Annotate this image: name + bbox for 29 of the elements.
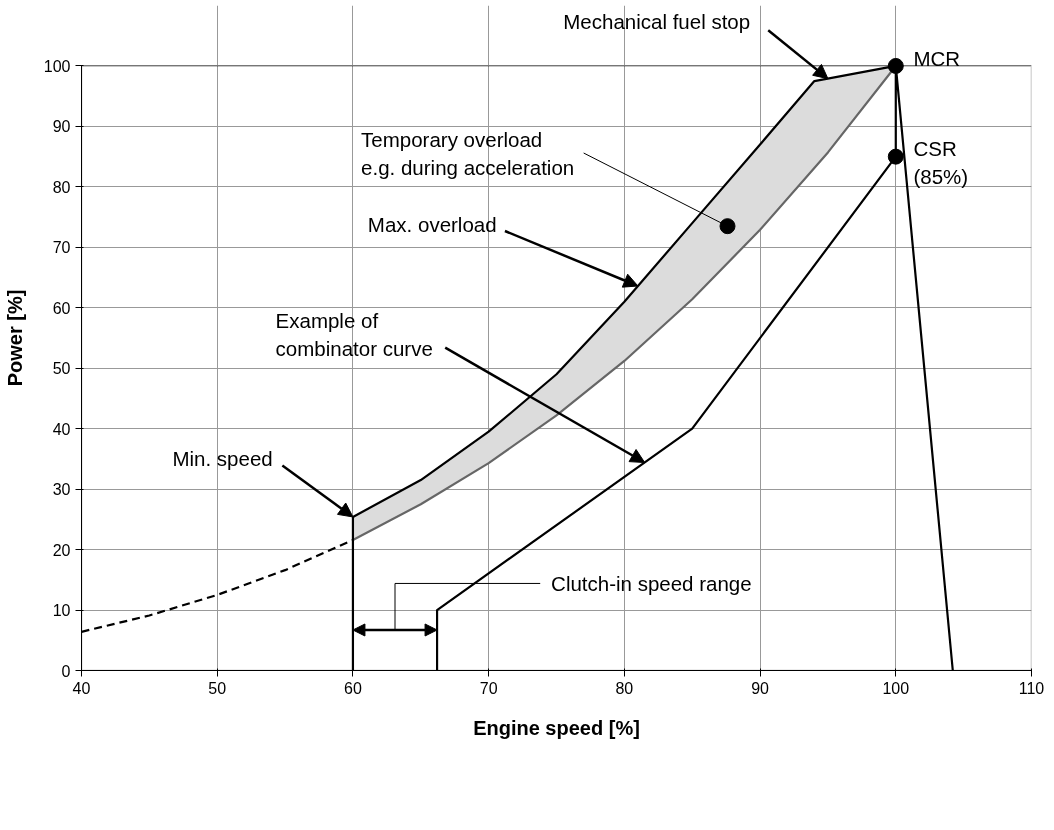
- y-tick-label: 40: [52, 420, 71, 438]
- x-tick-label: 90: [751, 679, 770, 697]
- annotation: Max. overload: [367, 213, 497, 237]
- y-tick-label: 80: [52, 178, 71, 196]
- annotation: Temporary overload e.g. during acceleration: [361, 128, 575, 179]
- annotation: Clutch-in speed range: [551, 571, 752, 595]
- annotation: MCR: [913, 46, 961, 70]
- x-tick-label: 50: [208, 679, 227, 697]
- y-tick-label: 60: [52, 299, 71, 317]
- annotation: Min. speed: [172, 446, 273, 470]
- x-tick-label: 110: [1018, 679, 1045, 697]
- y-tick-label: 10: [52, 602, 71, 620]
- y-axis-title: Power [%]: [3, 289, 26, 387]
- y-tick-label: 100: [43, 57, 71, 75]
- x-tick-label: 70: [479, 679, 498, 697]
- y-tick-label: 70: [52, 239, 71, 257]
- annotation: Mechanical fuel stop: [563, 10, 751, 34]
- y-tick-label: 20: [52, 541, 71, 559]
- x-tick-label: 40: [72, 679, 91, 697]
- x-tick-label: 80: [615, 679, 634, 697]
- annotation: Example of combinator curve: [275, 309, 433, 360]
- annotation: CSR (85%): [913, 137, 969, 188]
- x-axis-title: Engine speed [%]: [473, 716, 640, 739]
- x-tick-label: 60: [344, 679, 362, 697]
- x-tick-label: 100: [882, 679, 910, 697]
- y-tick-label: 90: [52, 118, 71, 136]
- y-tick-label: 50: [52, 360, 71, 378]
- y-tick-label: 0: [61, 662, 71, 680]
- y-tick-label: 30: [52, 481, 71, 499]
